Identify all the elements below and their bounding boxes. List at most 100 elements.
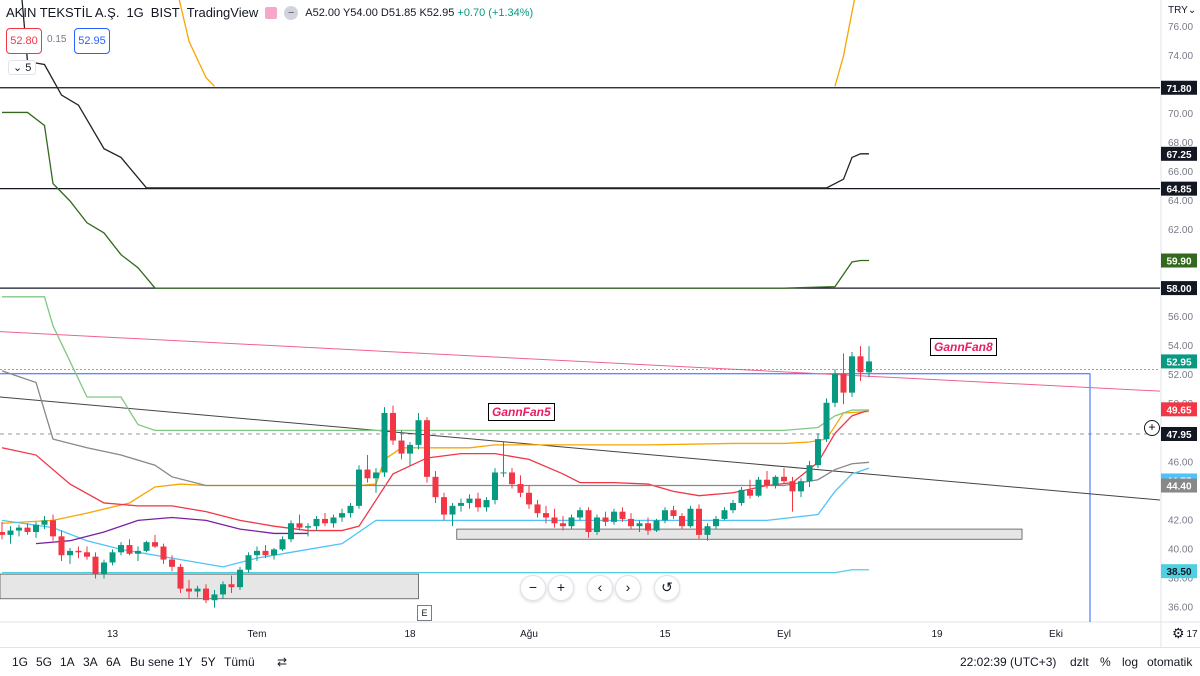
candle-body <box>636 523 643 527</box>
percent-toggle[interactable]: % <box>1100 655 1111 669</box>
range-1a[interactable]: 1A <box>60 655 75 669</box>
support-zone-right <box>456 528 1023 540</box>
candle-body <box>398 440 405 454</box>
candle-body <box>755 479 762 496</box>
candle-body <box>602 517 609 522</box>
candle-body <box>41 520 48 525</box>
candle-body <box>526 492 532 505</box>
price-label-bg <box>1161 281 1197 296</box>
source-label: TradingView <box>186 5 259 20</box>
candle-body <box>143 542 150 551</box>
indicators-toggle[interactable]: ⌄ 5 <box>8 60 37 75</box>
purple-line <box>35 516 308 545</box>
range-5g[interactable]: 5G <box>36 655 53 669</box>
price-label: 38.50 <box>1166 567 1191 578</box>
chevron-down-icon: ⌄ <box>13 62 23 74</box>
orange-curve <box>178 0 215 87</box>
candle-body <box>670 510 677 517</box>
range-3a[interactable]: 3A <box>83 655 98 669</box>
currency-label[interactable]: TRY⌄ <box>1168 5 1197 16</box>
collapse-icon[interactable]: − <box>284 5 299 20</box>
candle-body <box>330 517 337 524</box>
add-crosshair-icon[interactable]: + <box>1144 420 1160 436</box>
sell-button[interactable]: 52.80 <box>6 28 42 54</box>
candle-body <box>169 559 175 567</box>
candle-body <box>0 531 5 535</box>
price-chart[interactable]: 76.00 74.00 70.00 68.00 66.00 64.00 62.00 56.00… <box>0 0 1200 647</box>
gear-icon[interactable]: ⚙ <box>1172 625 1185 641</box>
candle-body <box>186 588 192 592</box>
y-tick-label: 54.00 <box>1168 341 1193 352</box>
candle-body <box>84 552 90 557</box>
change-value: +0.70 (+1.34%) <box>457 6 534 19</box>
low-value: D51.85 <box>380 6 417 19</box>
candle-body <box>305 526 311 528</box>
y-tick-label: 70.00 <box>1168 109 1193 120</box>
y-tick-label: 52.00 <box>1168 370 1193 381</box>
y-tick-label: 62.00 <box>1168 225 1193 236</box>
candle-body <box>279 539 286 550</box>
candle-body <box>75 550 82 553</box>
candle-body <box>849 356 855 393</box>
candle-body <box>747 489 753 496</box>
scroll-left-button[interactable]: ‹ <box>587 575 613 601</box>
clock[interactable]: 22:02:39 (UTC+3) <box>960 655 1057 669</box>
auto-toggle[interactable]: otomatik <box>1147 655 1193 669</box>
y-tick-label: 46.00 <box>1168 457 1193 468</box>
candle-body <box>866 361 872 373</box>
candle-body <box>390 412 396 441</box>
log-toggle[interactable]: log <box>1122 655 1139 669</box>
price-label: 59.90 <box>1166 257 1191 268</box>
candle-body <box>194 588 201 592</box>
range-bu-sene[interactable]: Bu sene <box>130 655 175 669</box>
candle-body <box>381 412 388 473</box>
price-label: 47.95 <box>1166 430 1191 441</box>
zoom-out-button[interactable]: − <box>520 575 546 601</box>
candle-body <box>211 594 218 601</box>
range-1y[interactable]: 1Y <box>178 655 193 669</box>
range-6a[interactable]: 6A <box>106 655 121 669</box>
range-tumu[interactable]: Tümü <box>224 655 255 669</box>
candle-body <box>713 518 719 527</box>
x-tick-label: Tem <box>248 629 267 640</box>
candle-body <box>645 523 651 531</box>
y-tick-label: 66.00 <box>1168 167 1193 178</box>
y-tick-label: 56.00 <box>1168 312 1193 323</box>
candle-body <box>67 550 73 556</box>
price-label: 71.80 <box>1166 84 1191 95</box>
date-range-icon[interactable]: ⇄ <box>277 655 288 669</box>
blue-line <box>1 467 870 568</box>
candle-body <box>704 526 711 535</box>
candle-body <box>118 545 124 553</box>
buy-button[interactable]: 52.95 <box>74 28 110 54</box>
candle-body <box>611 511 617 522</box>
gannfan5-label[interactable]: GannFan5 <box>488 403 555 421</box>
flag-icon[interactable] <box>265 6 278 19</box>
range-5y[interactable]: 5Y <box>201 655 216 669</box>
candle-body <box>152 542 158 547</box>
y-tick-label: 40.00 <box>1168 544 1193 555</box>
interval-label[interactable]: 1G <box>126 5 144 20</box>
zoom-in-button[interactable]: + <box>548 575 574 601</box>
price-label: 49.65 <box>1166 405 1191 416</box>
adjust-toggle[interactable]: dzlt <box>1070 655 1089 669</box>
spread-value: 0.15 <box>47 34 67 45</box>
gannfan8-label[interactable]: GannFan8 <box>930 338 997 356</box>
range-1g[interactable]: 1G <box>12 655 29 669</box>
price-label: 58.00 <box>1166 284 1191 295</box>
ohlc-values: A52.00 Y54.00 D51.85 K52.95 +0.70 (+1.34… <box>305 7 533 19</box>
symbol-name[interactable]: AKIN TEKSTİL A.Ş. <box>6 5 120 20</box>
earnings-marker[interactable]: E <box>417 605 432 621</box>
x-tick-label: 13 <box>107 629 119 640</box>
darkgreen-line <box>2 111 869 289</box>
candle-body <box>679 516 685 527</box>
y-tick-label: 36.00 <box>1168 602 1193 613</box>
high-value: Y54.00 <box>342 6 378 19</box>
reset-chart-button[interactable]: ↺ <box>654 575 680 601</box>
scroll-right-button[interactable]: › <box>615 575 641 601</box>
candle-body <box>806 465 813 482</box>
price-label-bg <box>1161 426 1197 441</box>
yellow-line <box>1 410 870 524</box>
candle-body <box>135 550 141 554</box>
candle-body <box>500 472 507 474</box>
